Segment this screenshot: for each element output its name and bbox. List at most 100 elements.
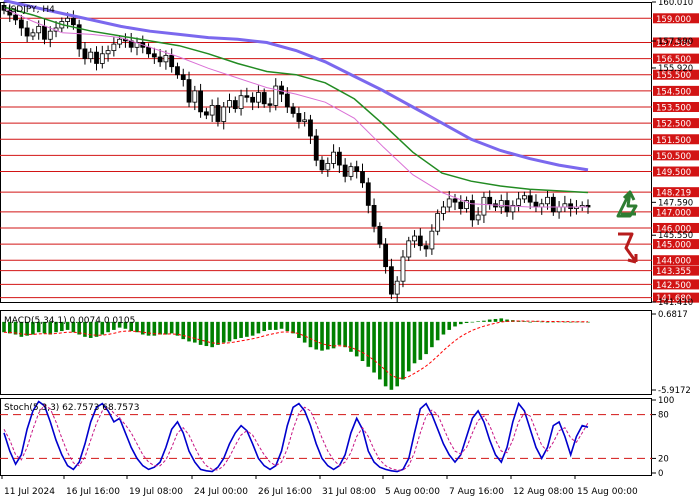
- macd-axis-tick-label: 0.6817: [658, 310, 688, 320]
- macd-bar: [372, 321, 376, 373]
- macd-bar: [198, 321, 203, 345]
- macd-bar: [314, 321, 319, 350]
- candle-body: [290, 106, 296, 114]
- macd-bar: [36, 321, 41, 333]
- x-axis-tick-label: 16 Jul 16:00: [66, 487, 120, 497]
- candle-body: [105, 50, 111, 55]
- macd-bar: [285, 321, 290, 332]
- macd-bar: [204, 321, 209, 347]
- macd-bar: [233, 321, 238, 340]
- level-label-box: [653, 53, 699, 64]
- level-label-box: [653, 69, 699, 80]
- level-label: 150.500: [656, 152, 691, 162]
- candle-body: [238, 95, 244, 110]
- candle-body: [82, 48, 88, 60]
- down-arrow-head: [627, 254, 638, 264]
- level-label: 156.500: [656, 55, 691, 65]
- stoch-axis-tick-label: 100: [658, 396, 674, 406]
- level-label-box: [653, 239, 699, 250]
- candle-body: [313, 135, 319, 161]
- macd-bar: [2, 321, 6, 333]
- macd-bar: [297, 321, 301, 338]
- macd-bar: [343, 321, 347, 348]
- candle-body: [18, 19, 24, 29]
- candle-body: [227, 100, 232, 108]
- stoch-line: [3, 404, 589, 471]
- macd-bar: [129, 321, 134, 332]
- level-label-box: [653, 255, 699, 266]
- candle-body: [111, 43, 117, 51]
- candle-body: [13, 14, 18, 21]
- stoch-title: Stoch(5,3,3) 62.7573 68.7573: [4, 403, 139, 413]
- macd-bar: [522, 321, 527, 322]
- x-axis-tick-label: 5 Aug 00:00: [385, 487, 440, 497]
- macd-bar: [412, 321, 417, 364]
- level-label: 152.500: [656, 120, 691, 130]
- macd-bar: [430, 321, 434, 348]
- candle-body: [325, 163, 331, 171]
- candle-body: [516, 198, 522, 206]
- level-label-box: [653, 13, 699, 24]
- candle-body: [568, 203, 574, 210]
- level-label: 141.680: [656, 294, 691, 304]
- level-label-box: [653, 102, 699, 112]
- macd-bar: [169, 321, 174, 334]
- macd-bar: [534, 321, 538, 322]
- level-label: 159.000: [656, 15, 691, 25]
- candle-body: [342, 164, 348, 177]
- macd-bar: [366, 321, 371, 367]
- macd-bar: [539, 321, 544, 323]
- candle-body: [319, 159, 325, 171]
- candle-body: [192, 90, 198, 103]
- macd-bar: [181, 321, 186, 340]
- price-axis-tick-label: 147.590: [658, 198, 693, 208]
- candle-body: [296, 113, 302, 122]
- level-label: 147.000: [656, 208, 691, 218]
- candle-body: [389, 266, 394, 295]
- macd-bar: [383, 321, 388, 387]
- level-label: 151.500: [656, 136, 691, 146]
- macd-bar: [568, 321, 573, 323]
- macd-bar: [187, 321, 191, 342]
- candle-body: [336, 151, 342, 166]
- macd-bar: [551, 321, 556, 323]
- candle-body: [273, 85, 279, 106]
- x-axis-tick-label: 12 Aug 08:00: [513, 487, 574, 497]
- price-axis-tick-label: 157.590: [658, 37, 693, 47]
- candle-body: [521, 195, 527, 200]
- candle-body: [354, 166, 360, 172]
- level-label: 146.000: [656, 224, 691, 234]
- macd-bar: [545, 321, 550, 323]
- macd-title: MACD(5,34,1) 0.0074 0.0105: [4, 316, 135, 326]
- level-label-box: [653, 85, 699, 96]
- x-axis-tick-label: 31 Jul 08:00: [322, 487, 376, 497]
- macd-bar: [239, 321, 243, 338]
- stoch-pane-frame: [0, 398, 652, 476]
- macd-bar: [54, 321, 58, 333]
- macd-signal-line: [3, 320, 588, 379]
- macd-bar: [273, 321, 278, 330]
- macd-pane-frame: [0, 310, 652, 395]
- macd-bar: [175, 321, 180, 336]
- macd-bar: [164, 321, 168, 335]
- macd-bar: [227, 321, 232, 342]
- level-label: 145.000: [656, 241, 691, 251]
- macd-bar: [499, 318, 504, 322]
- candle-body: [487, 196, 493, 205]
- x-axis-tick-label: 19 Jul 08:00: [129, 487, 183, 497]
- candle-body: [377, 225, 383, 245]
- macd-bar: [25, 321, 29, 336]
- macd-bar: [395, 321, 399, 387]
- macd-bar: [250, 321, 255, 336]
- macd-bar: [331, 321, 336, 349]
- candle-body: [475, 214, 481, 221]
- macd-bar: [435, 321, 440, 341]
- x-axis-tick-label: 26 Jul 16:00: [258, 487, 312, 497]
- level-label: 142.500: [656, 281, 691, 291]
- level-label: 148.219: [656, 189, 691, 199]
- candle-body: [348, 166, 354, 177]
- macd-bar: [83, 321, 87, 337]
- macd-bar: [13, 321, 18, 335]
- candle-body: [244, 95, 250, 98]
- candle-body: [469, 200, 475, 221]
